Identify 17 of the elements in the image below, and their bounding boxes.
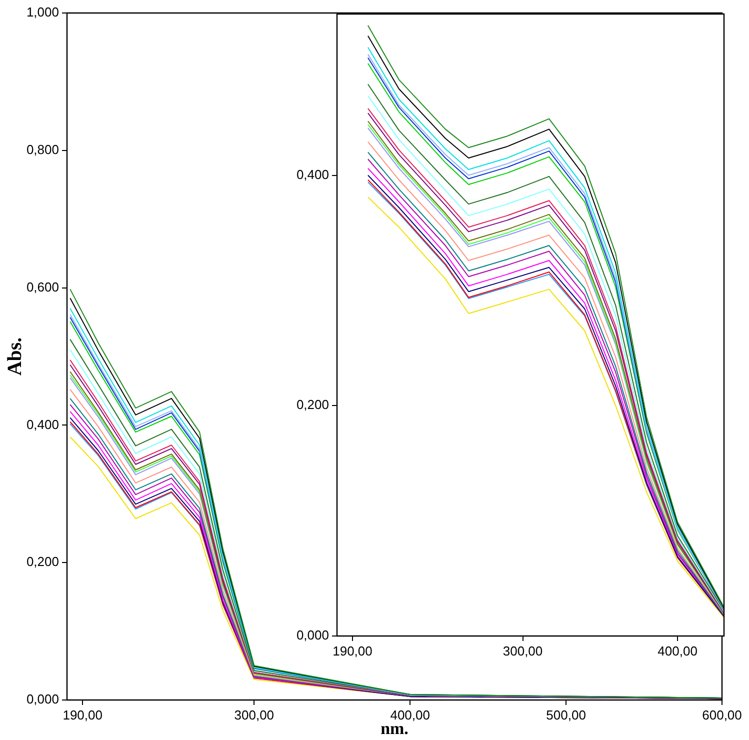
x-tick-label: 190,00 <box>62 707 102 722</box>
y-tick-label: 0,600 <box>26 279 59 294</box>
y-tick-label: 0,000 <box>26 692 59 707</box>
y-tick-label: 0,800 <box>26 142 59 157</box>
x-tick-label: 400,00 <box>658 643 698 658</box>
x-tick-label: 600,00 <box>702 707 742 722</box>
y-axis-title: Abs. <box>4 337 26 376</box>
x-tick-label: 300,00 <box>234 707 274 722</box>
x-tick-label: 190,00 <box>332 643 372 658</box>
y-tick-label: 1,000 <box>26 4 59 20</box>
y-tick-label: 0,400 <box>296 166 329 182</box>
x-tick-label: 300,00 <box>502 643 543 658</box>
x-tick-label: 500,00 <box>546 707 586 722</box>
y-tick-label: 0,200 <box>26 554 59 570</box>
y-tick-label: 0,400 <box>26 416 59 432</box>
y-tick-label: 0,000 <box>296 628 329 643</box>
y-tick-label: 0,200 <box>296 397 329 412</box>
